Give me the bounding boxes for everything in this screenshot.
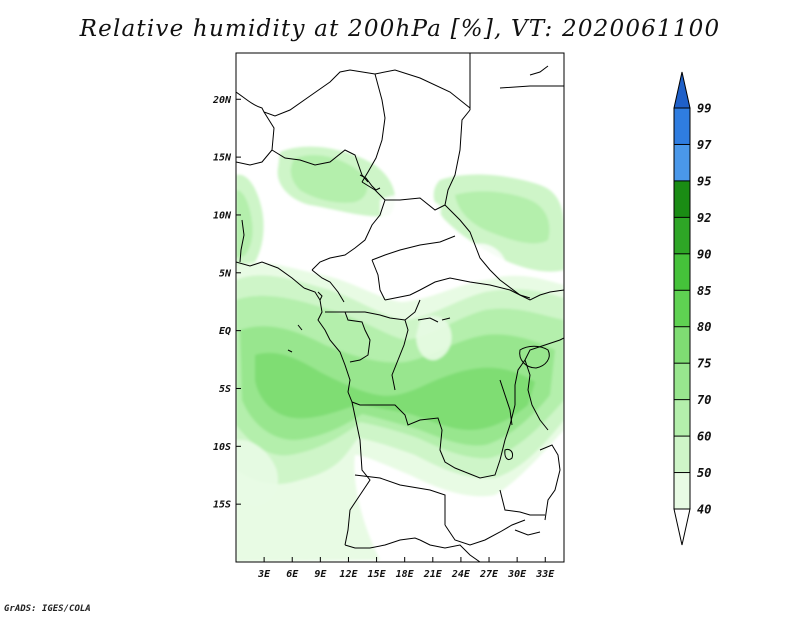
lon-tick-label: 12E — [339, 569, 358, 580]
colorbar-box — [674, 363, 690, 400]
colorbar-label: 70 — [697, 393, 711, 407]
colorbar-box — [674, 436, 690, 473]
colorbar-label: 90 — [697, 247, 711, 261]
colorbar-label: 80 — [697, 320, 711, 334]
colorbar-label: 50 — [697, 466, 711, 480]
colorbar-box — [674, 217, 690, 254]
lat-tick-label: 5N — [219, 268, 232, 279]
colorbar-box — [674, 144, 690, 181]
colorbar-label: 75 — [697, 357, 711, 371]
colorbar-under-triangle — [673, 508, 691, 546]
colorbar-box — [674, 326, 690, 364]
lat-tick-label: 5S — [219, 384, 231, 395]
lon-tick-label: 18E — [396, 569, 415, 580]
lat-tick-label: 10S — [213, 442, 231, 453]
colorbar-label: 99 — [697, 102, 711, 116]
lon-tick-label: 27E — [479, 569, 499, 580]
lat-tick-label: 15S — [213, 500, 231, 511]
colorbar-label: 40 — [697, 503, 711, 517]
lon-tick-label: 6E — [286, 569, 299, 580]
colorbar-box — [674, 399, 690, 437]
colorbar-label: 85 — [697, 284, 711, 298]
colorbar-box — [674, 472, 690, 509]
lat-tick-label: 10N — [213, 210, 232, 221]
colorbar: 40 50 60 70 75 80 85 90 92 95 97 99 — [673, 71, 712, 546]
colorbar-label: 97 — [697, 138, 712, 152]
colorbar-label: 95 — [697, 174, 711, 188]
lat-tick-label: 20N — [212, 95, 232, 106]
lon-tick-label: 3E — [257, 569, 271, 580]
colorbar-label: 92 — [697, 211, 711, 225]
lon-tick-label: 33E — [535, 569, 555, 580]
colorbar-box — [674, 180, 690, 218]
chart-title: Relative humidity at 200hPa [%], VT: 202… — [79, 16, 721, 42]
colorbar-label: 60 — [697, 430, 711, 444]
lon-tick-label: 30E — [507, 569, 527, 580]
colorbar-box — [674, 290, 690, 327]
lon-tick-label: 15E — [368, 569, 387, 580]
lon-tick-label: 9E — [314, 569, 327, 580]
lon-tick-label: 21E — [423, 569, 443, 580]
longitude-axis: 3E 6E 9E 12E 15E 18E 21E 24E 27E 30E 33E — [257, 557, 555, 580]
lon-tick-label: 24E — [451, 569, 471, 580]
lakes — [287, 65, 550, 536]
humidity-shading — [236, 60, 564, 562]
map-frame — [235, 52, 565, 563]
grads-credit: GrADS: IGES/COLA — [4, 604, 91, 614]
lat-tick-label: 15N — [213, 153, 232, 164]
latitude-axis: 20N 15N 10N 5N EQ 5S 10S 15S — [212, 95, 241, 511]
colorbar-over-triangle — [673, 71, 691, 109]
country-borders — [236, 53, 564, 562]
lat-tick-label: EQ — [219, 326, 231, 337]
colorbar-box — [674, 108, 690, 145]
colorbar-box — [674, 253, 690, 291]
